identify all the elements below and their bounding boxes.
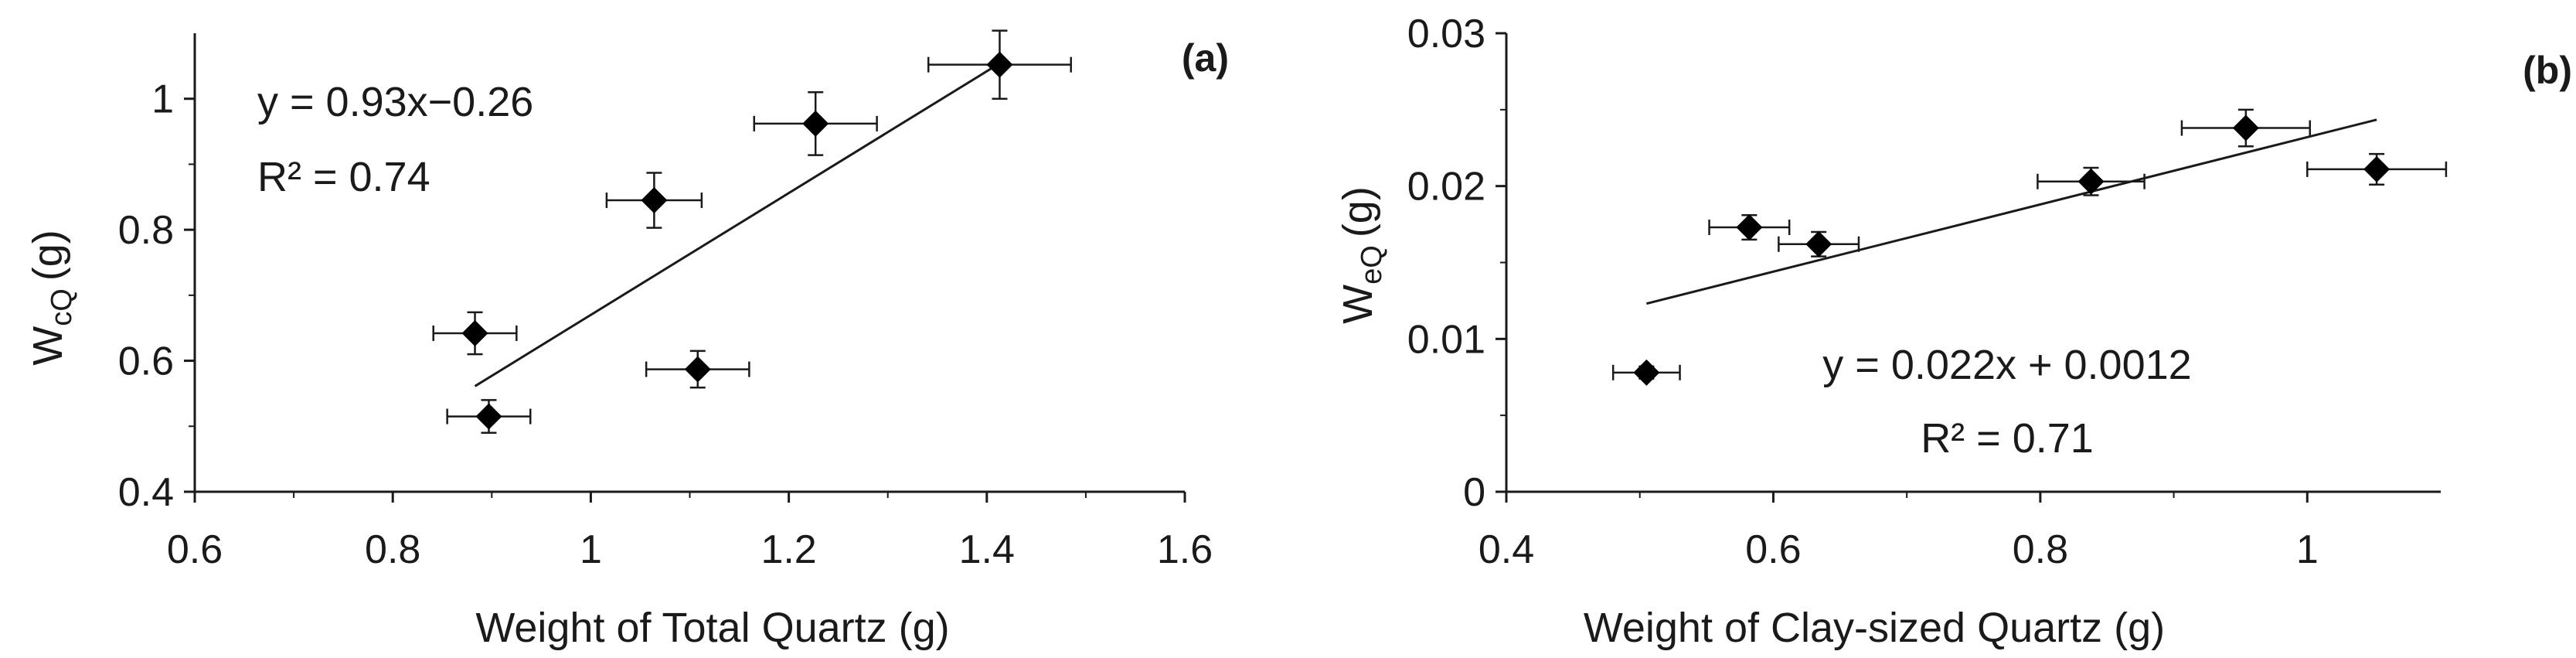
y-tick-label-a: 0.4	[118, 470, 174, 515]
diamond-marker	[1805, 230, 1832, 257]
data-point-a-2	[446, 399, 532, 435]
diamond-marker	[684, 356, 711, 383]
y-tick-label-b: 0.02	[1407, 165, 1485, 210]
y-axis-title-a-subscript: cQ	[46, 288, 78, 326]
x-tick-label-a: 1	[580, 527, 602, 572]
diamond-marker	[2363, 155, 2391, 182]
y-tick-label-a: 1	[151, 77, 174, 122]
y-tick-label-a: 0.8	[118, 208, 174, 253]
x-tick-label-b: 0.6	[1745, 527, 1801, 572]
y-axis-title-b-main: W	[1335, 285, 1381, 324]
data-point-b-1	[1611, 359, 1681, 386]
diamond-marker	[986, 51, 1013, 78]
chart-panel-b: (b) y = 0.022x + 0.0012 R² = 0.71 Weight…	[1335, 12, 2572, 651]
r-squared-label-a: R² = 0.74	[257, 154, 430, 200]
x-tick-label-a: 0.8	[365, 527, 420, 572]
y-tick-label-b: 0	[1463, 470, 1485, 515]
diamond-marker	[1736, 214, 1763, 241]
x-tick-label-a: 1.4	[959, 527, 1015, 572]
y-axis-title-a-unit: (g)	[25, 230, 71, 281]
data-point-b-4	[2037, 166, 2146, 196]
data-point-a-4	[645, 349, 750, 389]
y-axis-title-b-unit: (g)	[1335, 186, 1381, 237]
x-tick-label-a: 1.2	[761, 527, 816, 572]
y-axis-title-a-main: W	[25, 326, 71, 366]
y-axis-title-a: WcQ (g)	[25, 230, 78, 366]
data-point-a-3	[605, 172, 703, 229]
panel-label-a: (a)	[1182, 36, 1229, 80]
data-point-b-5	[2180, 108, 2311, 148]
r-squared-label-b: R² = 0.71	[1921, 415, 2094, 462]
x-tick-label-a: 1.6	[1157, 527, 1213, 572]
y-axis-title-b-subscript: eQ	[1356, 245, 1388, 285]
data-point-b-6	[2306, 152, 2448, 186]
x-tick-label-a: 0.6	[167, 527, 223, 572]
x-axis-title-b: Weight of Clay-sized Quartz (g)	[1584, 605, 2165, 651]
y-tick-label-a: 0.6	[118, 339, 174, 384]
y-axis-title-b: WeQ (g)	[1335, 186, 1388, 324]
fit-line-b	[1645, 118, 2377, 305]
data-point-b-3	[1778, 230, 1860, 257]
fit-line-a	[474, 62, 1001, 387]
x-tick-label-b: 1	[2296, 527, 2319, 572]
chart-panel-a: (a) y = 0.93x−0.26 R² = 0.74 Weight of T…	[25, 29, 1229, 651]
data-point-a-6	[927, 29, 1072, 100]
y-tick-label-b: 0.01	[1407, 317, 1485, 362]
data-point-a-5	[753, 90, 878, 156]
data-point-b-2	[1708, 213, 1791, 241]
diamond-marker	[2077, 168, 2105, 195]
diamond-marker	[2232, 114, 2259, 141]
diamond-marker	[461, 319, 488, 346]
diamond-marker	[641, 187, 668, 214]
diamond-marker	[802, 110, 829, 137]
data-point-a-1	[432, 311, 518, 356]
equation-label-b: y = 0.022x + 0.0012	[1822, 342, 2191, 388]
x-tick-label-b: 0.4	[1479, 527, 1534, 572]
equation-label-a: y = 0.93x−0.26	[257, 79, 533, 125]
y-tick-label-b: 0.03	[1407, 12, 1485, 56]
x-axis-title-a: Weight of Total Quartz (g)	[475, 605, 949, 651]
diamond-marker	[475, 403, 502, 430]
panel-label-b: (b)	[2523, 49, 2572, 92]
diamond-marker	[1633, 359, 1660, 386]
x-tick-label-b: 0.8	[2013, 527, 2068, 572]
